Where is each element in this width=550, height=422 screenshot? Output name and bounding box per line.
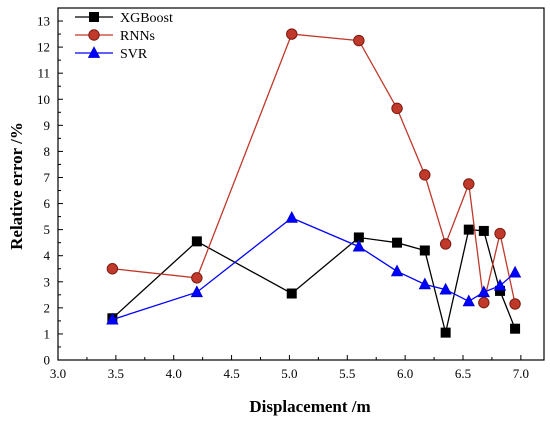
y-tick-label: 8 [44, 144, 51, 159]
legend-label-rnns: RNNs [120, 29, 155, 44]
y-axis-title: Relative error /% [7, 122, 26, 250]
y-tick-label: 13 [37, 14, 50, 29]
x-axis-title: Displacement /m [249, 397, 370, 416]
data-point-rnns [494, 227, 506, 240]
x-tick-label: 7.0 [513, 366, 529, 381]
data-point-xgboost [463, 224, 474, 235]
series-rnns [106, 28, 521, 310]
data-point-svr [390, 264, 404, 277]
data-point-rnns [463, 178, 475, 190]
data-point-svr [508, 265, 522, 278]
y-tick-label: 4 [44, 248, 51, 263]
data-point-rnns [353, 34, 365, 47]
data-point-xgboost [286, 288, 297, 299]
legend-marker-svr [87, 46, 101, 58]
series-line-xgboost [111, 228, 516, 333]
legend: XGBoost RNNs SVR [75, 11, 173, 62]
y-tick-label: 2 [44, 300, 51, 315]
axes: 3.0 3.5 4.0 4.5 5.0 5.5 6.0 6.5 7.00123456789101… [37, 7, 545, 381]
x-tick-label: 4.5 [223, 366, 239, 381]
legend-marker-rnns [88, 29, 100, 41]
y-tick-label: 12 [37, 40, 50, 55]
data-point-xgboost [478, 225, 489, 236]
x-tick-label: 6.5 [455, 366, 471, 381]
data-point-svr [352, 239, 366, 252]
x-tick-label: 6.0 [397, 366, 413, 381]
data-point-rnns [391, 102, 403, 115]
data-point-svr [439, 282, 452, 295]
data-point-xgboost [392, 237, 403, 248]
plot-frame [57, 7, 545, 361]
y-tick-label: 3 [44, 274, 51, 289]
y-tick-label: 9 [44, 118, 51, 133]
data-point-xgboost [510, 323, 521, 334]
y-tick-label: 0 [44, 353, 51, 368]
series-layer [106, 28, 522, 338]
data-point-rnns [439, 238, 452, 250]
y-tick-label: 5 [44, 222, 51, 237]
x-tick-label: 3.0 [50, 366, 66, 381]
legend-label-svr: SVR [120, 47, 148, 62]
y-tick-label: 1 [44, 326, 51, 341]
data-point-rnns [191, 272, 203, 284]
data-point-svr [106, 312, 119, 325]
x-tick-label: 4.0 [166, 366, 182, 381]
x-tick-label: 5.0 [281, 366, 297, 381]
y-tick-label: 6 [44, 196, 51, 211]
data-point-svr [477, 285, 490, 298]
data-point-xgboost [419, 245, 430, 256]
data-point-svr [190, 285, 204, 298]
data-point-rnns [106, 263, 119, 275]
y-tick-label: 10 [37, 92, 50, 107]
data-point-xgboost [191, 236, 202, 247]
data-point-rnns [419, 169, 431, 181]
x-tick-label: 3.5 [108, 366, 124, 381]
data-point-rnns [509, 298, 521, 310]
x-tick-label: 5.5 [339, 366, 355, 381]
legend-marker-xgboost [89, 12, 99, 22]
data-point-rnns [478, 296, 490, 309]
legend-label-xgboost: XGBoost [120, 11, 173, 26]
data-point-svr [418, 277, 431, 290]
data-point-xgboost [440, 327, 451, 338]
data-point-svr [285, 211, 298, 223]
series-svr [106, 211, 522, 325]
y-tick-label: 11 [37, 66, 50, 81]
series-line-svr [112, 217, 516, 321]
data-point-svr [462, 294, 475, 307]
data-point-svr [493, 278, 507, 291]
series-xgboost [107, 224, 521, 338]
data-point-rnns [286, 28, 298, 40]
y-tick-label: 7 [44, 170, 51, 185]
